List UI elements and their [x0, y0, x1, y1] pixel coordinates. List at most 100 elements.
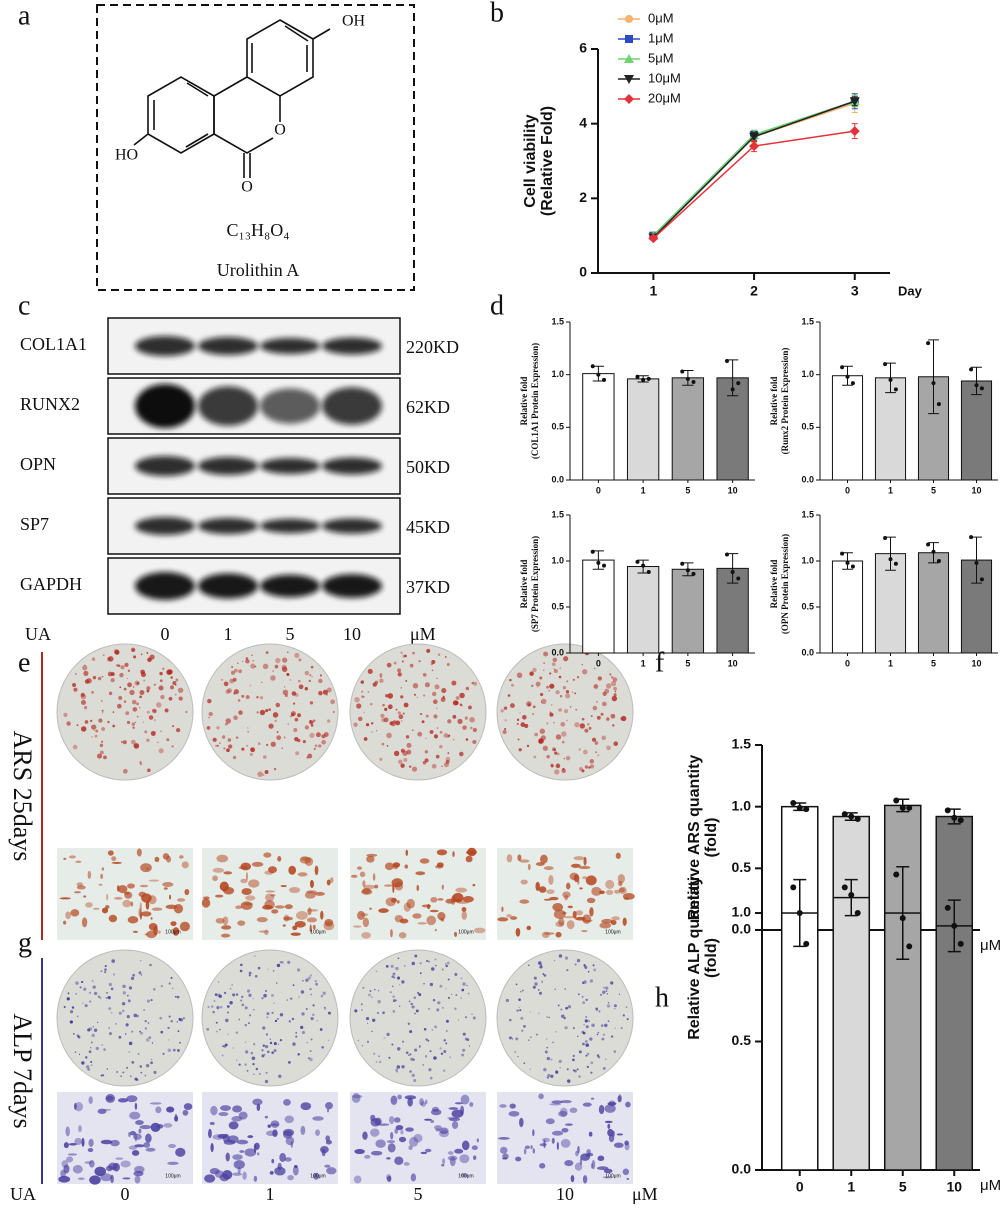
stain-dot — [262, 755, 267, 759]
stain-dot — [282, 657, 288, 663]
stain-blob — [60, 1169, 66, 1178]
stain-blob — [219, 1174, 230, 1182]
legend-marker — [624, 94, 634, 104]
stain-dot — [589, 759, 594, 764]
stain-dot — [257, 771, 263, 777]
stain-dot — [249, 684, 252, 687]
stain-blob — [325, 1102, 333, 1110]
x-tick-label: 0 — [596, 658, 601, 668]
stain-dot — [99, 743, 104, 748]
stain-dot — [466, 984, 468, 987]
x-unit: μM — [980, 1177, 1001, 1194]
stain-dot — [596, 701, 598, 703]
stain-dot — [287, 723, 289, 725]
stain-blob — [89, 1175, 101, 1185]
stain-blob — [122, 899, 132, 908]
stain-dot — [458, 1019, 460, 1021]
stain-dot — [428, 1007, 431, 1010]
stain-blob — [78, 1125, 82, 1133]
stain-dot — [543, 662, 546, 665]
stain-dot — [134, 721, 136, 723]
stain-blob — [354, 1149, 365, 1155]
stain-blob — [551, 1130, 564, 1136]
stain-blob — [416, 884, 420, 892]
stain-dot — [91, 724, 97, 730]
stain-dot — [464, 716, 468, 720]
stain-dot — [401, 980, 405, 984]
stain-dot — [593, 968, 597, 972]
stain-dot — [459, 703, 463, 707]
stain-blob — [386, 1157, 391, 1160]
stain-blob — [410, 1173, 417, 1182]
error-bar — [971, 366, 982, 396]
stain-blob — [562, 891, 571, 898]
stain-dot — [79, 986, 82, 989]
stain-dot — [566, 968, 569, 972]
stain-dot — [126, 994, 129, 997]
stain-dot — [423, 983, 425, 985]
x-axis-label: Day — [898, 283, 923, 298]
stain-blob — [149, 1102, 162, 1105]
stain-dot — [404, 965, 406, 967]
x-tick-label: 0 — [845, 658, 850, 668]
stain-dot — [585, 998, 588, 1001]
stain-blob — [417, 922, 427, 925]
stain-dot — [433, 714, 438, 719]
stain-dot — [578, 748, 581, 751]
stain-dot — [311, 676, 313, 678]
stain-dot — [433, 699, 438, 704]
stain-blob — [267, 1124, 271, 1128]
stain-blob — [145, 1147, 156, 1152]
stain-dot — [367, 668, 373, 674]
stain-dot — [546, 1016, 548, 1018]
error-bar — [928, 339, 939, 415]
stain-dot — [249, 1014, 252, 1017]
stain-blob — [169, 894, 172, 900]
stain-dot — [569, 706, 572, 708]
stain-dot — [466, 1038, 470, 1042]
stain-blob — [76, 882, 84, 887]
stain-dot — [548, 689, 551, 692]
stain-dot — [520, 1016, 524, 1020]
stain-dot — [266, 1016, 269, 1019]
stain-dot — [429, 1050, 432, 1053]
stain-dot — [464, 1016, 468, 1019]
stain-dot — [379, 757, 383, 761]
stain-dot — [227, 1033, 229, 1035]
stain-dot — [583, 1023, 585, 1026]
stain-blob — [204, 1174, 216, 1183]
stain-blob — [145, 900, 150, 910]
stain-blob — [284, 1115, 294, 1124]
stain-blob — [527, 863, 531, 871]
dose-label: 5 — [286, 624, 295, 644]
stain-dot — [583, 964, 586, 967]
stain-blob — [559, 1107, 568, 1117]
stain-blob — [148, 879, 160, 882]
stain-dot — [362, 986, 365, 989]
stain-dot — [100, 1074, 103, 1077]
stain-blob — [150, 1122, 161, 1132]
stain-blob — [591, 1159, 596, 1170]
stain-dot — [585, 1040, 588, 1043]
stain-dot — [582, 749, 588, 755]
stain-blob — [114, 896, 123, 900]
compound-name: Urolithin A — [217, 260, 300, 280]
stain-dot — [102, 654, 105, 657]
stain-dot — [424, 682, 430, 688]
data-point — [736, 381, 741, 386]
stain-dot — [265, 1071, 268, 1074]
stain-dot — [118, 1035, 122, 1039]
stain-dot — [259, 709, 266, 716]
stain-blob — [274, 905, 285, 909]
stain-blob — [312, 1116, 324, 1121]
stain-blob — [386, 1174, 392, 1181]
stain-dot — [577, 1035, 579, 1037]
stain-blob — [288, 865, 297, 875]
stain-dot — [171, 745, 174, 748]
stain-dot — [261, 681, 263, 684]
stain-dot — [63, 1005, 66, 1009]
stain-dot — [157, 741, 159, 743]
scale-bar: 100μm — [310, 1173, 325, 1179]
size-label: 62KD — [406, 397, 450, 417]
stain-blob — [460, 1173, 469, 1178]
